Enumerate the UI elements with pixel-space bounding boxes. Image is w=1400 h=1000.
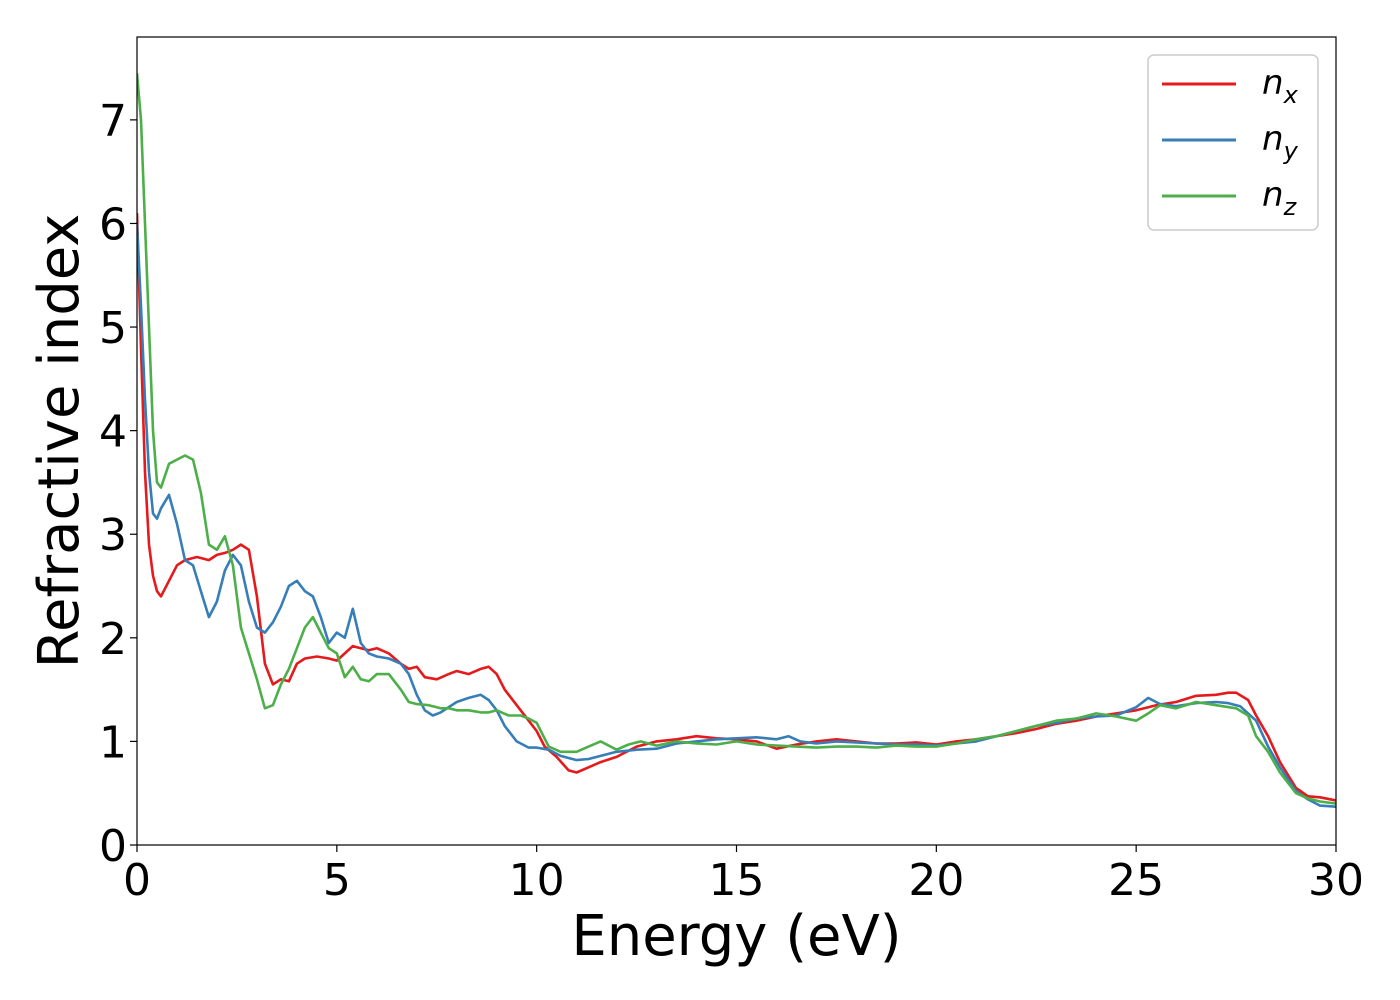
y-tick-label: 2 <box>99 614 127 665</box>
series-line-nx <box>137 213 1336 802</box>
y-tick-label: 4 <box>99 407 127 458</box>
series-line-nz <box>137 73 1336 805</box>
x-tick-label: 15 <box>709 855 765 906</box>
series-lines <box>137 73 1336 808</box>
y-tick-label: 0 <box>99 821 127 872</box>
legend-label-ny: ny <box>1262 119 1299 165</box>
x-tick-label: 10 <box>509 855 565 906</box>
legend: nx ny nz <box>1147 54 1319 231</box>
y-tick-label: 3 <box>99 510 127 561</box>
legend-box <box>1147 54 1319 231</box>
axis-ticks: 0 5 10 15 20 25 30 0 1 2 3 4 5 6 7 <box>99 96 1364 906</box>
x-tick-label: 5 <box>323 855 351 906</box>
y-tick-label: 5 <box>99 303 127 354</box>
legend-label-nx: nx <box>1262 63 1299 109</box>
legend-label-nz: nz <box>1262 175 1298 221</box>
y-tick-label: 6 <box>99 199 127 250</box>
x-tick-label: 20 <box>908 855 964 906</box>
x-axis-label: Energy (eV) <box>571 904 901 969</box>
x-tick-label: 30 <box>1308 855 1364 906</box>
y-tick-label: 7 <box>99 96 127 147</box>
x-tick-label: 0 <box>123 855 151 906</box>
y-axis-label: Refractive index <box>27 214 92 669</box>
x-tick-label: 25 <box>1108 855 1164 906</box>
series-line-ny <box>137 223 1336 808</box>
y-tick-label: 1 <box>99 717 127 768</box>
